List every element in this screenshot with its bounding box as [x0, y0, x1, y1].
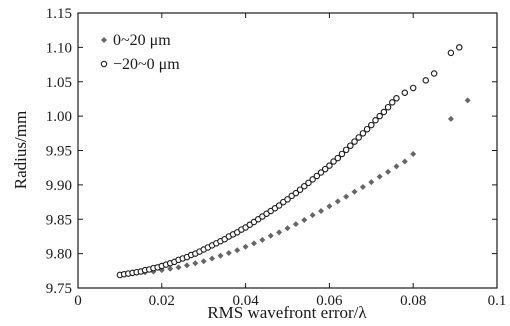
x-axis-label: RMS wavefront error/λ	[207, 303, 367, 322]
data-point	[464, 97, 471, 104]
plot-frame	[77, 12, 498, 289]
data-point	[321, 165, 329, 173]
data-point	[326, 203, 333, 210]
data-point	[393, 163, 400, 170]
y-tick-label: 9.90	[46, 178, 72, 194]
data-point	[351, 138, 358, 145]
data-point	[284, 196, 291, 203]
data-point	[347, 142, 354, 149]
data-point	[292, 221, 299, 228]
x-tick-label: 0.1	[488, 293, 507, 309]
data-point	[334, 154, 342, 162]
data-point	[296, 186, 304, 193]
series-2	[116, 44, 463, 279]
data-point	[292, 189, 300, 197]
data-point	[301, 183, 308, 190]
data-point	[301, 216, 308, 223]
data-point	[200, 258, 207, 265]
series-layer	[116, 44, 471, 279]
data-point	[456, 44, 463, 51]
data-point	[409, 84, 417, 92]
x-tick-label: 0.06	[316, 293, 343, 309]
data-point	[267, 232, 274, 239]
data-point	[275, 202, 283, 209]
data-point	[284, 225, 291, 232]
data-point	[342, 146, 350, 154]
data-point	[368, 179, 375, 186]
data-point	[359, 183, 366, 190]
y-tick-label: 9.95	[46, 144, 72, 160]
data-point	[359, 130, 367, 137]
data-point	[175, 264, 182, 271]
data-point	[192, 260, 199, 267]
series-1	[116, 97, 471, 278]
y-tick-label: 1.10	[46, 40, 72, 56]
y-axis-label: Radius/mm	[11, 111, 30, 189]
data-point	[363, 125, 371, 133]
legend-marker-circle-shape	[100, 60, 108, 68]
x-tick-label: 0.04	[232, 293, 259, 309]
data-point	[372, 117, 379, 124]
y-tick-label: 9.75	[46, 281, 72, 297]
data-point	[217, 252, 224, 259]
legend: 0~20 μm −20~0 μm	[100, 32, 180, 73]
data-point	[309, 212, 316, 219]
legend-label-series-2: −20~0 μm	[113, 56, 180, 73]
data-point	[250, 240, 257, 247]
y-tick-label: 1.05	[46, 75, 72, 91]
data-point	[309, 176, 316, 183]
data-point	[401, 89, 409, 97]
y-axis: 9.75 9.80 9.85 9.90 9.95 1.00 1.05 1.10 1.15	[46, 6, 497, 297]
y-tick-label: 9.80	[46, 247, 72, 263]
data-point	[242, 243, 249, 250]
x-tick-label: 0.02	[149, 293, 175, 309]
data-point	[430, 70, 438, 77]
data-point	[368, 121, 375, 129]
data-point	[343, 193, 350, 200]
data-point	[326, 162, 333, 169]
data-point	[447, 115, 454, 122]
data-point	[330, 158, 337, 165]
y-tick-label: 1.15	[46, 6, 72, 22]
data-point	[167, 265, 174, 272]
data-point	[276, 229, 283, 236]
data-point	[401, 158, 408, 165]
data-point	[410, 150, 417, 157]
data-point	[351, 188, 358, 195]
data-point	[318, 208, 325, 214]
data-point	[183, 262, 190, 269]
data-point	[225, 249, 232, 256]
x-tick-label: 0	[74, 293, 82, 309]
data-point	[313, 172, 321, 180]
data-point	[393, 95, 400, 102]
y-tick-label: 1.00	[46, 109, 72, 125]
data-point	[385, 168, 392, 175]
data-point	[384, 103, 392, 111]
legend-marker-diamond-shape	[101, 37, 107, 43]
data-point	[422, 77, 430, 84]
data-point	[259, 236, 266, 243]
data-point	[234, 247, 241, 254]
legend-marker-circle	[100, 60, 108, 68]
data-point	[376, 173, 383, 180]
data-point	[376, 112, 383, 120]
data-point	[338, 150, 346, 158]
legend-marker-diamond	[101, 37, 107, 43]
data-point	[388, 99, 396, 106]
y-tick-label: 9.85	[46, 212, 72, 228]
data-point	[209, 255, 216, 262]
data-point	[334, 198, 341, 205]
data-point	[447, 49, 455, 57]
data-point	[380, 108, 388, 116]
x-tick-label: 0.08	[400, 293, 426, 309]
data-point	[305, 179, 312, 187]
data-point	[355, 134, 362, 141]
data-point	[317, 169, 325, 176]
legend-label-series-1: 0~20 μm	[113, 32, 171, 49]
x-axis: 0 0.02 0.04 0.06 0.08 0.1	[74, 13, 506, 309]
